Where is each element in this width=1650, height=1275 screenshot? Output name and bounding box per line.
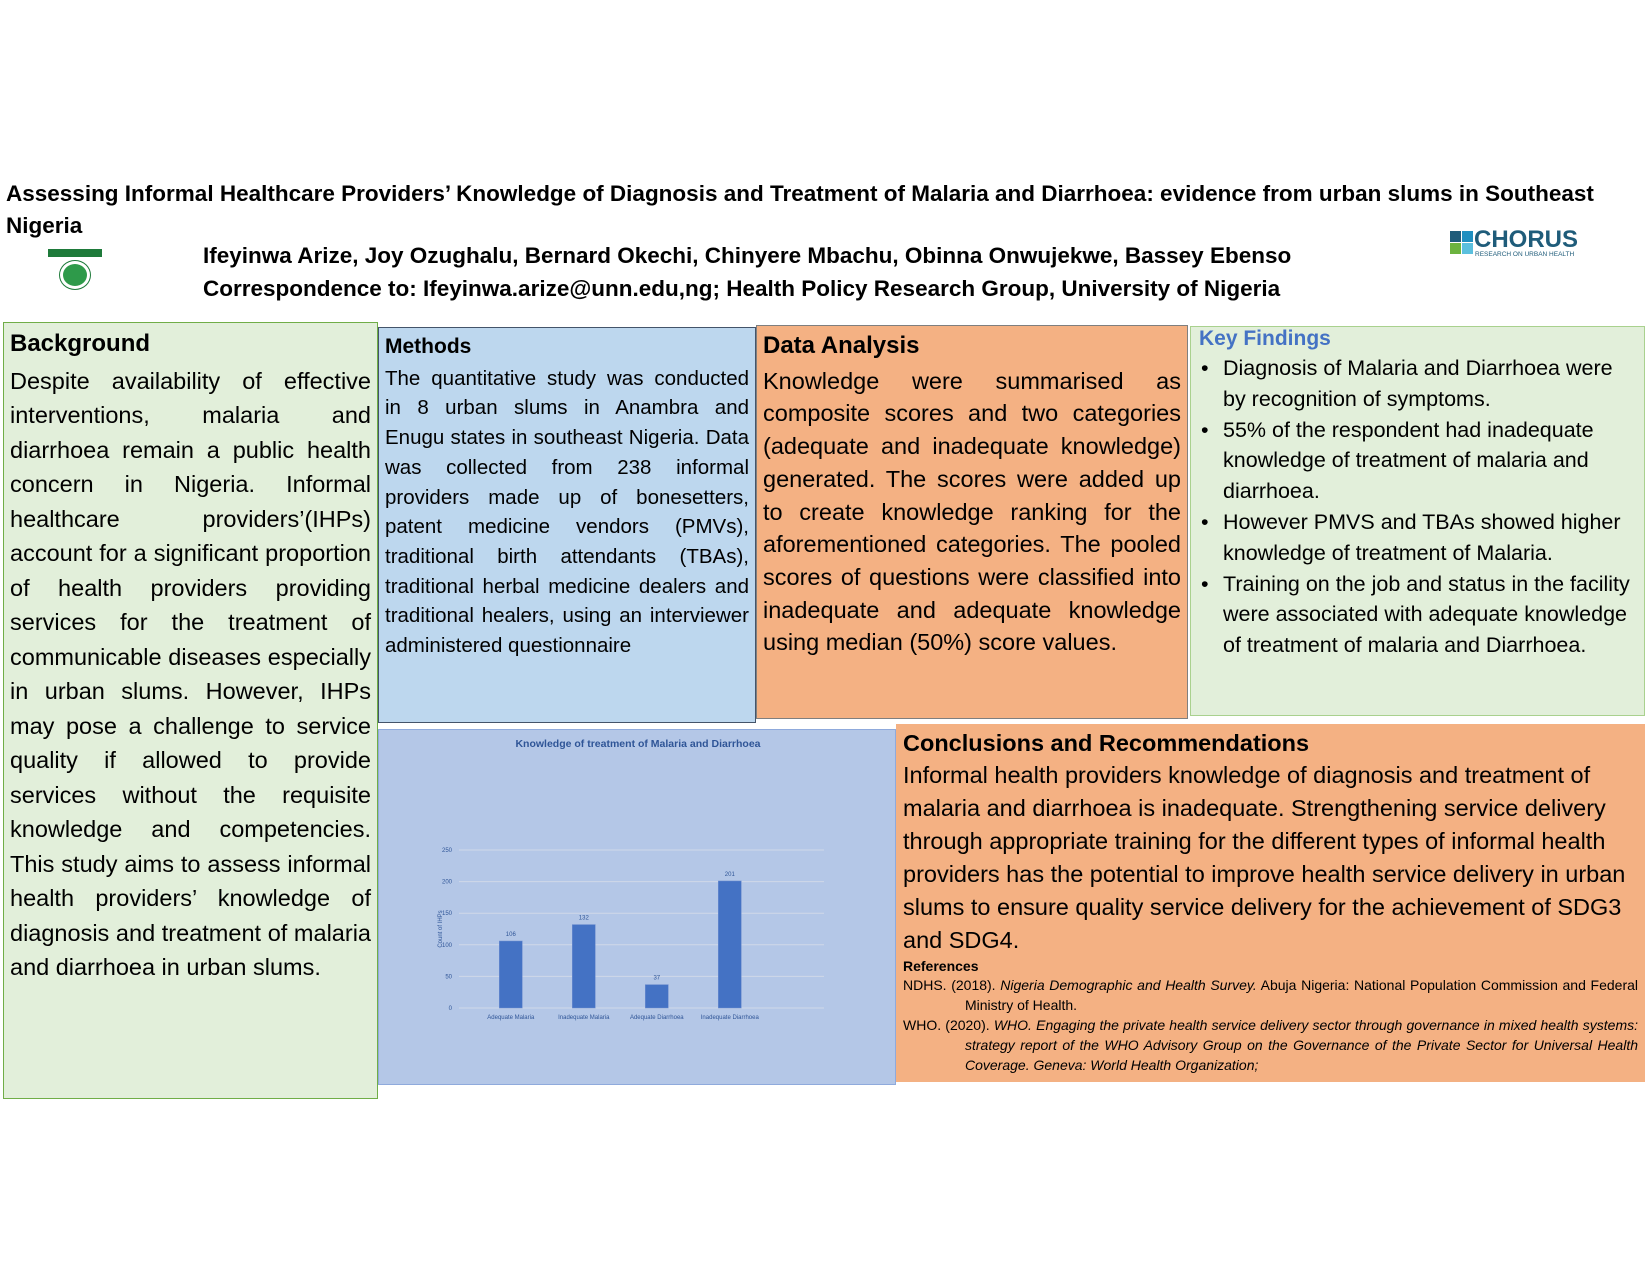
background-section: Background Despite availability of effec… [3,322,378,1099]
poster-title: Assessing Informal Healthcare Providers’… [6,181,1594,238]
chorus-subtitle: RESEARCH ON URBAN HEALTH [1475,251,1575,258]
chart-title: Knowledge of treatment of Malaria and Di… [515,738,760,750]
chorus-logo: CHORUS RESEARCH ON URBAN HEALTH [1450,226,1615,262]
data-analysis-section: Data Analysis Knowledge were summarised … [756,325,1188,719]
key-findings-heading: Key Findings [1199,327,1331,350]
y-tick-label: 50 [445,974,452,980]
correspondence: Correspondence to: Ifeyinwa.arize@unn.ed… [203,276,1281,301]
y-axis-label: Count of IHPs [438,910,444,947]
university-logo [48,249,102,291]
bar [718,880,742,1009]
y-tick-label: 100 [442,943,453,949]
methods-section: Methods The quantitative study was condu… [378,327,756,723]
y-tick-label: 250 [442,848,453,854]
reference-item: NDHS. (2018). Nigeria Demographic and He… [903,977,1639,1013]
x-tick-label: Adequate Diarrhoea [630,1015,684,1021]
chart-panel: Knowledge of treatment of Malaria and Di… [378,729,896,1085]
bar [499,940,523,1009]
x-tick-label: Inadequate Diarrhoea [701,1015,760,1021]
chorus-wordmark: CHORUS [1474,226,1579,253]
key-findings-section: Key Findings Diagnosis of Malaria and Di… [1190,326,1645,716]
data-label: 201 [725,872,736,878]
data-analysis-text: Knowledge were summarised as composite s… [763,367,1181,656]
background-text: Despite availability of effective interv… [10,367,371,981]
data-label: 106 [506,932,517,938]
references-heading: References [903,958,979,974]
conclusions-text: Informal health providers knowledge of d… [903,762,1626,953]
finding-item: 55% of the respondent had inadequate kno… [1199,415,1636,507]
finding-item: Diagnosis of Malaria and Diarrhoea were … [1199,353,1636,415]
bar-chart: Knowledge of treatment of Malaria and Di… [438,738,824,1021]
bar [572,924,596,1009]
reference-item: WHO. (2020). WHO. Engaging the private h… [903,1017,1638,1073]
authors: Ifeyinwa Arize, Joy Ozughalu, Bernard Ok… [203,243,1292,268]
x-tick-label: Inadequate Malaria [558,1015,610,1021]
background-heading: Background [10,330,151,357]
methods-text: The quantitative study was conducted in … [385,366,749,658]
data-label: 132 [579,916,590,922]
finding-item: Training on the job and status in the fa… [1199,569,1636,661]
conclusions-section: Conclusions and Recommendations Informal… [896,724,1645,1082]
finding-item: However PMVS and TBAs showed higher know… [1199,507,1636,569]
y-tick-label: 0 [449,1006,453,1012]
y-tick-label: 200 [442,880,453,886]
data-label: 37 [653,976,660,982]
x-tick-label: Adequate Malaria [487,1015,535,1021]
data-analysis-heading: Data Analysis [763,332,920,359]
bar [645,984,669,1009]
conclusions-heading: Conclusions and Recommendations [903,730,1310,756]
y-tick-label: 150 [442,911,453,917]
methods-heading: Methods [385,335,472,358]
